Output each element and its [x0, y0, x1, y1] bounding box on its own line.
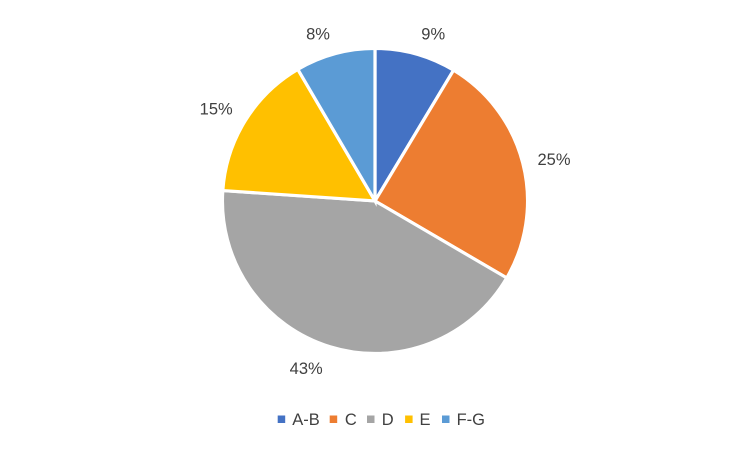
svg-text:D: D: [382, 411, 394, 429]
svg-text:A-B: A-B: [292, 411, 320, 429]
svg-text:E: E: [420, 411, 431, 429]
svg-text:25%: 25%: [537, 151, 570, 169]
svg-text:9%: 9%: [421, 26, 445, 44]
svg-text:43%: 43%: [290, 360, 323, 378]
svg-text:C: C: [345, 411, 357, 429]
svg-text:15%: 15%: [200, 101, 233, 119]
svg-text:F-G: F-G: [457, 411, 485, 429]
svg-text:8%: 8%: [306, 26, 330, 44]
